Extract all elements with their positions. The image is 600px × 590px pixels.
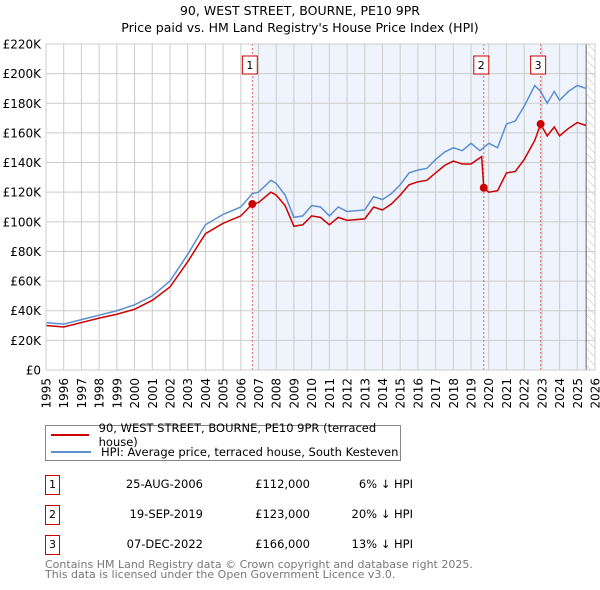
y-tick-label: £20K [10,334,42,348]
shaded-region [252,44,587,370]
legend: 90, WEST STREET, BOURNE, PE10 9PR (terra… [45,421,401,461]
footer-line: Contains HM Land Registry data © Crown c… [45,558,473,571]
x-tick-label: 1995 [40,378,54,409]
x-tick-label: 2007 [252,378,266,409]
x-tick-label: 2010 [305,378,319,409]
hatched-region [586,44,595,370]
y-tick-label: £200K [3,67,43,81]
x-tick-label: 2006 [234,378,248,409]
x-tick-label: 1996 [57,378,71,409]
sale-label-box [530,55,547,75]
x-tick-label: 2003 [181,378,195,409]
x-tick-label: 1997 [75,378,89,409]
x-tick-label: 2013 [358,378,372,409]
chart-subtitle: Price paid vs. HM Land Registry's House … [121,20,478,35]
x-tick-label: 2026 [589,378,600,409]
y-tick-label: £120K [3,186,43,200]
footer: Contains HM Land Registry data © Crown c… [45,558,473,581]
sale-label-box [473,55,490,75]
x-tick-label: 1999 [110,378,124,409]
x-tick-label: 2022 [518,378,532,409]
sale-row: 3 07-DEC-2022 £166,000 13% ↓ HPI [45,535,413,555]
x-tick-label: 2015 [394,378,408,409]
legend-item-property: 90, WEST STREET, BOURNE, PE10 9PR (terra… [51,421,400,449]
sale-label: 3 [535,59,542,72]
sale-hpi-diff: 20% ↓ HPI [351,507,413,521]
red-line-swatch [51,434,89,436]
x-tick-label: 2021 [500,378,514,409]
x-tick-label: 2009 [287,378,301,409]
plot-border [45,43,596,371]
sale-price: £123,000 [255,507,310,521]
sale-label-box [241,55,258,75]
sale-marker-badge: 2 [45,505,60,525]
y-tick-label: £80K [10,245,42,259]
sale-date: 07-DEC-2022 [126,537,203,551]
sale-hpi-diff: 13% ↓ HPI [351,537,413,551]
x-tick-label: 2014 [376,378,390,409]
y-tick-label: £60K [10,275,42,289]
x-tick-label: 2016 [411,378,425,409]
x-tick-label: 2023 [535,378,549,409]
x-tick-label: 1998 [93,378,107,409]
legend-label: HPI: Average price, terraced house, Sout… [101,445,399,459]
sale-marker-badge: 3 [45,535,60,555]
sale-marker-badge: 1 [45,475,60,495]
x-tick-label: 2020 [482,378,496,409]
x-tick-label: 2017 [429,378,443,409]
chart-title: 90, WEST STREET, BOURNE, PE10 9PR [180,3,420,18]
y-tick-label: £100K [3,215,43,229]
x-tick-label: 2018 [447,378,461,409]
y-tick-label: £140K [3,156,43,170]
y-tick-label: £40K [10,304,42,318]
footer-line: This data is licensed under the Open Gov… [45,568,396,581]
sale-point [479,183,488,192]
sale-price: £112,000 [255,477,310,491]
x-tick-label: 2001 [146,378,160,409]
sale-date: 25-AUG-2006 [125,477,203,491]
y-tick-label: £0 [26,364,41,378]
x-tick-label: 2011 [323,378,337,409]
x-tick-label: 2004 [199,378,213,409]
sale-point [248,200,257,209]
sale-price: £166,000 [255,537,310,551]
x-tick-label: 2002 [163,378,177,409]
series-line [45,121,587,328]
price-chart: 90, WEST STREET, BOURNE, PE10 9PR Price p… [3,3,600,409]
x-tick-label: 2005 [217,378,231,409]
blue-line-swatch [51,451,91,453]
sale-row: 2 19-SEP-2019 £123,000 20% ↓ HPI [45,505,413,525]
legend-item-hpi: HPI: Average price, terraced house, Sout… [51,444,398,460]
x-tick-label: 2025 [571,378,585,409]
legend-label: 90, WEST STREET, BOURNE, PE10 9PR (terra… [98,421,377,449]
sale-label: 2 [478,59,485,72]
y-tick-label: £180K [3,97,43,111]
x-tick-label: 2000 [128,378,142,409]
x-tick-label: 2024 [553,378,567,409]
x-tick-label: 2019 [465,378,479,409]
x-tick-label: 2012 [341,378,355,409]
y-tick-label: £220K [3,38,43,52]
sale-row: 1 25-AUG-2006 £112,000 6% ↓ HPI [45,475,413,495]
sale-label: 1 [246,59,253,72]
sale-hpi-diff: 6% ↓ HPI [358,477,413,491]
x-tick-label: 2008 [270,378,284,409]
series-line [45,84,587,325]
sale-date: 19-SEP-2019 [129,507,203,521]
y-tick-label: £160K [3,126,43,140]
sale-point [536,120,545,129]
